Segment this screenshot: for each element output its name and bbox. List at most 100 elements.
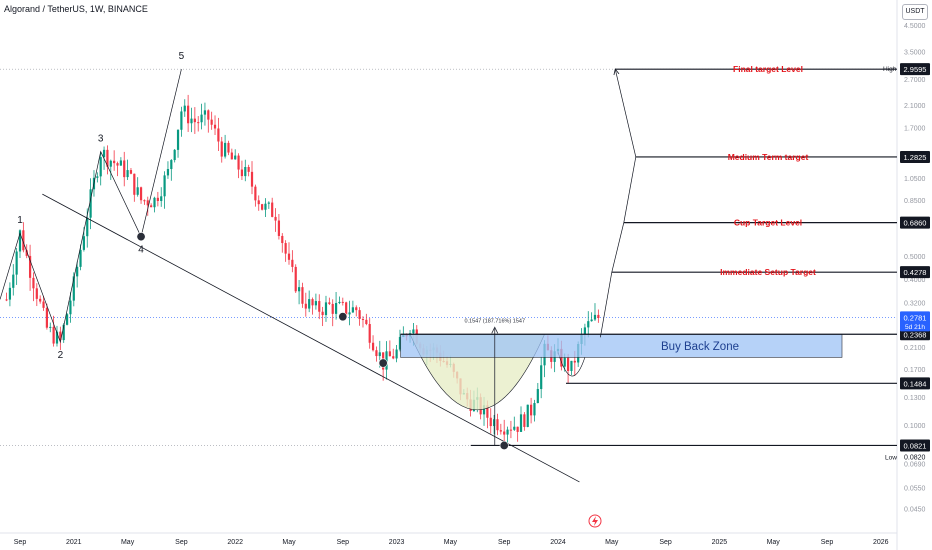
- candle-body: [8, 287, 12, 300]
- y-tick-label: 2.7000: [904, 77, 926, 84]
- candle-body: [210, 119, 213, 125]
- candle: [200, 103, 203, 130]
- candle-body: [150, 205, 153, 208]
- candle-body: [593, 314, 597, 320]
- candle-body: [180, 111, 183, 130]
- wave-label: 1: [17, 215, 23, 226]
- candle-body: [583, 327, 586, 335]
- candle-body: [254, 186, 257, 201]
- candle: [220, 136, 223, 163]
- candle: [237, 153, 240, 179]
- candle: [129, 167, 133, 175]
- candle: [203, 102, 207, 126]
- price-box-bg: [900, 266, 930, 279]
- high-label: High: [883, 66, 897, 73]
- candle: [523, 412, 526, 431]
- candle-body: [519, 414, 523, 432]
- candle-body: [176, 129, 180, 150]
- candle: [59, 326, 62, 351]
- candle: [230, 148, 233, 160]
- candle-body: [203, 110, 207, 115]
- candle-body: [190, 118, 193, 124]
- wave-label: 5: [179, 51, 185, 62]
- candle-body: [28, 255, 32, 278]
- candle-body: [301, 287, 304, 304]
- candle: [69, 292, 72, 323]
- candle: [170, 159, 173, 181]
- candle-body: [15, 251, 18, 275]
- candle: [361, 316, 365, 328]
- candle-body: [220, 141, 223, 157]
- candle-body: [291, 259, 294, 267]
- candle-body: [102, 149, 106, 158]
- candle: [597, 309, 600, 323]
- candle: [274, 208, 277, 232]
- y-tick-label: 0.8500: [904, 198, 926, 205]
- candle: [193, 107, 196, 134]
- y-tick-label: 2.1000: [904, 103, 926, 110]
- current-price-bg: [900, 311, 930, 332]
- candle: [79, 244, 82, 271]
- candle-body: [126, 170, 129, 178]
- trendline-touch-point: [378, 358, 388, 368]
- x-tick-label: Sep: [821, 539, 834, 546]
- candle-body: [139, 187, 143, 201]
- candle-body: [267, 202, 270, 204]
- candle-body: [328, 302, 331, 304]
- candle: [351, 300, 354, 314]
- candle-body: [341, 301, 344, 303]
- candle-body: [348, 312, 351, 315]
- target-level-label: Medium Term target: [728, 152, 809, 162]
- candle: [224, 134, 227, 159]
- candle-body: [530, 404, 533, 416]
- price-level-box: 2.9595: [900, 63, 930, 76]
- currency-button[interactable]: USDT: [902, 4, 928, 20]
- candle-body: [49, 326, 52, 328]
- candle: [109, 159, 112, 180]
- target-level-label: Immediate Setup Target: [720, 267, 816, 277]
- candle-body: [570, 360, 573, 371]
- candle: [368, 318, 371, 349]
- candle-body: [526, 404, 529, 427]
- candle-body: [193, 118, 196, 123]
- target-level-label: Cup Target Level: [734, 218, 802, 228]
- candle-body: [55, 331, 59, 344]
- candle-body: [146, 200, 149, 206]
- x-tick-label: 2025: [712, 539, 728, 546]
- candle: [5, 292, 8, 302]
- candle-body: [321, 311, 324, 316]
- x-tick-label: 2021: [66, 539, 82, 546]
- price-level-box: 0.4278: [900, 266, 930, 279]
- candle: [287, 242, 291, 265]
- candle-body: [42, 301, 45, 308]
- candle: [281, 233, 284, 253]
- candle: [15, 247, 18, 285]
- y-tick-label: 0.0450: [904, 507, 926, 514]
- y-tick-label: 1.0500: [904, 176, 926, 183]
- candle-body: [163, 175, 166, 197]
- price-level-box: 0.6860: [900, 216, 930, 229]
- candle: [12, 264, 15, 296]
- current-price-box: 0.2781 5d 21h: [900, 311, 930, 332]
- candle-body: [76, 266, 79, 277]
- candle: [49, 322, 52, 333]
- candle: [308, 290, 311, 313]
- candle-body: [133, 173, 136, 195]
- candle-body: [173, 149, 176, 161]
- candle: [261, 203, 264, 211]
- candle: [341, 297, 344, 306]
- lightning-icon-ring: [588, 514, 602, 528]
- candle-body: [65, 314, 69, 325]
- cup-handle: [557, 351, 586, 377]
- candle: [516, 426, 519, 442]
- candle-body: [560, 348, 563, 367]
- candle: [304, 292, 307, 317]
- wave-label: 4: [138, 245, 144, 256]
- candle: [65, 313, 69, 326]
- candle: [176, 129, 180, 158]
- candle-body: [72, 276, 75, 301]
- price-box-bg: [900, 439, 930, 452]
- candle-body: [503, 431, 506, 435]
